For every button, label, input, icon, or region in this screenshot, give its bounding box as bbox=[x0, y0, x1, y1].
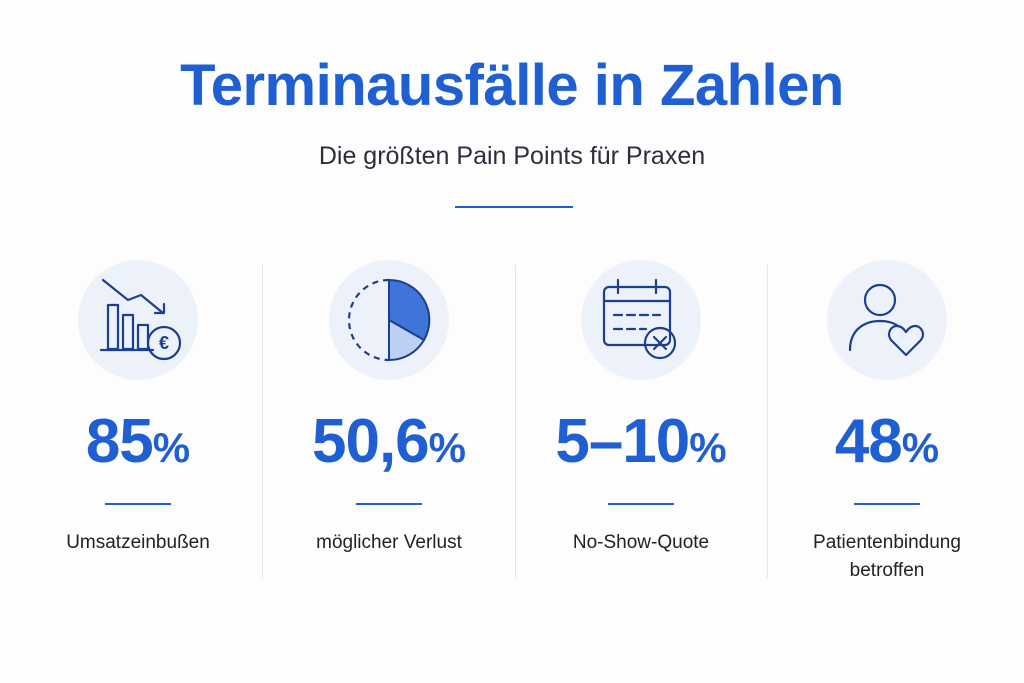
stat-value: 85% bbox=[13, 407, 263, 483]
stat: 5–10% No-Show-Quote bbox=[516, 255, 766, 557]
stat-rule bbox=[356, 503, 422, 505]
stat: € 85% Umsatzeinbußen bbox=[13, 255, 263, 557]
text: % bbox=[901, 424, 940, 471]
stat-value: 50,6% bbox=[264, 407, 514, 483]
svg-text:€: € bbox=[159, 333, 169, 353]
separator bbox=[515, 265, 516, 578]
separator bbox=[262, 265, 263, 578]
text: 85 bbox=[85, 407, 154, 476]
icon-calendar bbox=[581, 260, 701, 380]
text: 48 bbox=[834, 407, 903, 476]
text: % bbox=[428, 424, 467, 471]
title: Terminausfälle in Zahlen bbox=[180, 53, 844, 118]
icon-pie bbox=[329, 260, 449, 380]
separator bbox=[767, 265, 768, 578]
stat: 48% Patientenbindung betroffen bbox=[762, 255, 1012, 585]
divider bbox=[455, 206, 573, 208]
text: % bbox=[689, 424, 727, 471]
stat-rule bbox=[608, 503, 674, 505]
stat-value: 48% bbox=[762, 407, 1012, 483]
subtitle: Die größten Pain Points für Praxen bbox=[318, 142, 706, 170]
stat-value: 5–10% bbox=[516, 407, 766, 483]
text: 50,6 bbox=[311, 407, 430, 476]
stat-label: möglicher Verlust bbox=[316, 532, 462, 553]
text: % bbox=[152, 424, 191, 471]
icon-patient bbox=[827, 260, 947, 380]
stat-label: Patientenbindung betroffen bbox=[813, 532, 961, 581]
stat-rule bbox=[105, 503, 171, 505]
stat-label: Umsatzeinbußen bbox=[66, 532, 210, 553]
stat-label: No-Show-Quote bbox=[572, 532, 710, 553]
stat: 50,6% möglicher Verlust bbox=[264, 255, 514, 557]
stat-rule bbox=[854, 503, 920, 505]
icon-revenue: € bbox=[78, 260, 198, 380]
text: 5–10 bbox=[555, 407, 690, 476]
